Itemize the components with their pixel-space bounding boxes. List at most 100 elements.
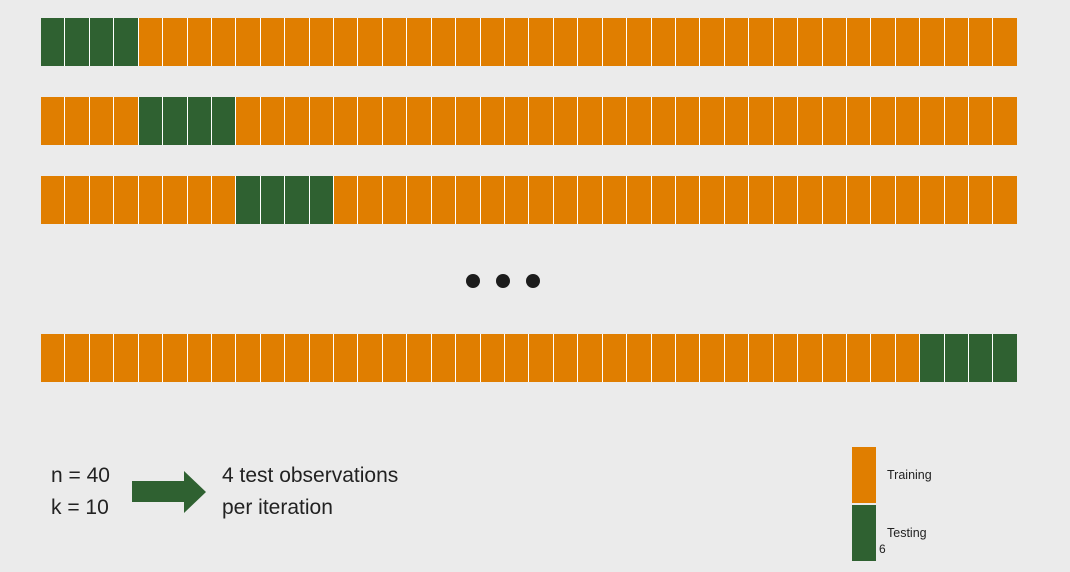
training-cell	[309, 97, 335, 145]
training-cell	[480, 176, 506, 224]
training-cell	[749, 334, 774, 382]
training-cell	[456, 176, 481, 224]
training-cell	[944, 97, 970, 145]
training-cell	[334, 97, 359, 145]
training-cell	[285, 334, 310, 382]
parameters: n = 40 k = 10	[51, 460, 110, 524]
training-cell	[602, 18, 628, 66]
training-cell	[358, 334, 383, 382]
training-cell	[602, 334, 628, 382]
training-cell	[822, 176, 847, 224]
testing-cell	[993, 334, 1017, 382]
testing-cell	[187, 97, 212, 145]
training-cell	[553, 97, 579, 145]
training-cell	[505, 334, 530, 382]
training-cell	[993, 18, 1017, 66]
training-cell	[822, 334, 847, 382]
training-cell	[407, 176, 432, 224]
training-cell	[65, 97, 90, 145]
n-value: n = 40	[51, 464, 110, 487]
training-cell	[993, 176, 1017, 224]
training-cell	[871, 18, 896, 66]
training-cell	[236, 334, 261, 382]
training-cell	[651, 18, 676, 66]
training-cell	[334, 176, 359, 224]
training-cell	[431, 176, 457, 224]
training-cell	[187, 176, 212, 224]
training-cell	[627, 97, 652, 145]
training-cell	[700, 176, 725, 224]
testing-cell	[920, 334, 945, 382]
training-cell	[969, 97, 994, 145]
training-cell	[895, 176, 921, 224]
training-cell	[749, 176, 774, 224]
training-cell	[138, 176, 164, 224]
training-cell	[700, 97, 725, 145]
training-cell	[529, 176, 554, 224]
training-cell	[773, 18, 799, 66]
training-cell	[65, 176, 90, 224]
training-cell	[553, 334, 579, 382]
training-cell	[65, 334, 90, 382]
right-arrow-icon	[132, 471, 206, 513]
training-cell	[358, 97, 383, 145]
training-cell	[846, 97, 872, 145]
training-cell	[920, 18, 945, 66]
training-cell	[41, 97, 66, 145]
training-cell	[260, 97, 286, 145]
training-cell	[382, 334, 408, 382]
training-cell	[114, 334, 139, 382]
training-cell	[407, 18, 432, 66]
training-cell	[895, 97, 921, 145]
training-cell	[187, 334, 212, 382]
training-cell	[773, 176, 799, 224]
training-cell	[358, 176, 383, 224]
training-cell	[846, 176, 872, 224]
ellipsis-dot	[496, 274, 510, 288]
testing-cell	[211, 97, 237, 145]
training-cell	[431, 18, 457, 66]
testing-cell	[236, 176, 261, 224]
stray-digit: 6	[879, 542, 886, 556]
testing-cell	[114, 18, 139, 66]
training-cell	[675, 18, 701, 66]
training-cell	[456, 97, 481, 145]
training-cell	[163, 18, 188, 66]
training-cell	[871, 334, 896, 382]
training-cell	[944, 176, 970, 224]
ellipsis	[466, 274, 540, 288]
training-cell	[138, 334, 164, 382]
testing-cell	[89, 18, 115, 66]
training-cell	[846, 18, 872, 66]
training-cell	[285, 18, 310, 66]
training-cell	[211, 334, 237, 382]
training-cell	[700, 334, 725, 382]
training-cell	[260, 18, 286, 66]
training-cell	[480, 18, 506, 66]
training-cell	[822, 97, 847, 145]
training-cell	[89, 176, 115, 224]
fold-row-2	[41, 97, 1017, 145]
ellipsis-dot	[466, 274, 480, 288]
training-cell	[969, 176, 994, 224]
training-cell	[138, 18, 164, 66]
training-cell	[920, 176, 945, 224]
training-cell	[285, 97, 310, 145]
training-cell	[553, 176, 579, 224]
training-cell	[505, 176, 530, 224]
training-cell	[578, 176, 603, 224]
training-label: Training	[887, 468, 932, 482]
training-cell	[89, 97, 115, 145]
training-cell	[334, 18, 359, 66]
training-cell	[211, 18, 237, 66]
training-cell	[382, 18, 408, 66]
training-cell	[89, 334, 115, 382]
fold-row-1	[41, 18, 1017, 66]
training-cell	[163, 334, 188, 382]
training-cell	[187, 18, 212, 66]
training-cell	[529, 97, 554, 145]
testing-cell	[163, 97, 188, 145]
training-cell	[724, 97, 750, 145]
training-cell	[944, 18, 970, 66]
training-cell	[675, 97, 701, 145]
